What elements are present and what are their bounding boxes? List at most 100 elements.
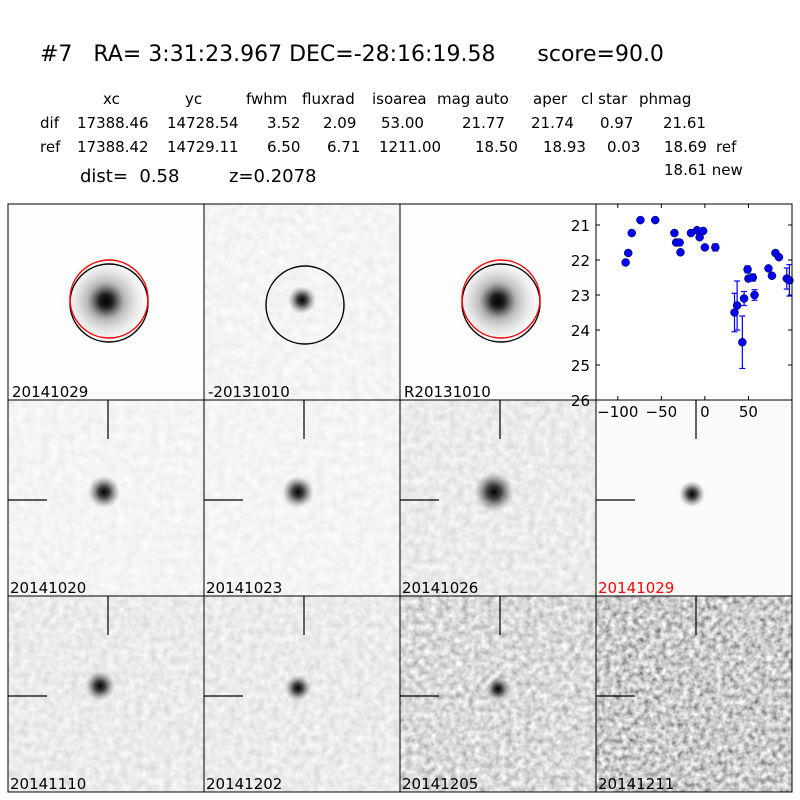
panel-date-label: 20141211 [598,775,674,793]
col-phmag: phmag [639,90,692,108]
cutout-panel: 20141205 [399,595,597,793]
cell: 2.09 [323,114,357,132]
col-fluxrad: fluxrad [302,90,355,108]
y-tick-label: 25 [571,357,590,375]
source-blob [474,472,514,512]
aperture-circle [461,259,541,339]
source-blob [452,255,544,347]
cell: 53.00 [381,114,424,132]
candidate-title: #7 RA= 3:31:23.967 DEC=-28:16:19.58 scor… [40,42,664,67]
data-point [739,294,749,303]
data-point [785,276,794,285]
data-point [698,226,708,236]
light-curve-plot: 21 22 23 24 25 26 −100 −50 0 50 [571,203,794,421]
source-blob [60,255,152,347]
cell: 1211.00 [379,138,442,156]
row-label: dif [40,114,59,132]
cutout-panel: -20131010 [203,203,401,401]
col-isoarea: isoarea [372,90,427,108]
cell: 17388.42 [77,138,149,156]
data-point [700,243,710,252]
data-point [676,248,685,257]
cell: 3.52 [267,114,301,132]
distance-value: dist= 0.58 [80,166,180,187]
cell: 14729.11 [167,138,239,156]
cell: 0.97 [600,114,634,132]
data-point [764,264,773,273]
data-point [732,301,742,310]
source-blob [85,671,115,701]
panel-date-label: 20141029 [598,579,674,597]
source-blob [288,286,316,314]
panel-date-label: 20141023 [206,579,282,597]
data-point [627,228,636,238]
col-aper: aper [533,90,568,108]
plot-background [596,204,792,400]
data-point [767,271,777,280]
aperture-circle [265,265,345,345]
data-point [711,243,720,252]
cutout-panel: R20131010 [399,203,597,401]
cell: 21.74 [531,114,574,132]
panel-date-label: 20141110 [10,775,86,793]
source-blob [282,476,314,508]
y-tick-label: 21 [571,217,590,235]
y-tick-label: 23 [571,287,590,305]
data-point [743,265,752,274]
x-tick-label: 0 [700,403,710,421]
cell: ref [716,138,737,156]
data-point [621,258,630,267]
cutout-panel: 20141110 [7,595,205,793]
panel-date-label: 20141202 [206,775,282,793]
cell: 6.71 [327,138,361,156]
data-point [670,228,679,238]
panel-date-label: 20141026 [402,579,478,597]
cell: 21.77 [462,114,505,132]
cell: 17388.46 [77,114,149,132]
cutout-panel: 20141029 [7,203,205,401]
cutout-image [596,596,792,792]
cutout-panel: 20141029 [595,399,793,597]
data-point [650,215,660,225]
cell: 18.50 [475,138,518,156]
data-point [675,238,684,247]
col-xc: xc [103,90,120,108]
col-mag-auto: mag auto [437,90,509,108]
col-cl-star: cl star [581,90,628,108]
data-point [750,290,759,300]
cell: 0.03 [607,138,641,156]
source-blob [486,677,510,701]
data-point [623,248,633,258]
col-yc: yc [185,90,203,108]
y-tick-label: 24 [571,322,590,340]
cell: 14728.54 [167,114,239,132]
panel-date-label: 20141029 [12,383,88,401]
plot-frame [595,203,793,401]
cutout-panel: 20141020 [7,399,205,597]
cutout-panel: 20141211 [595,595,793,793]
y-tick-label: 26 [571,392,590,410]
aperture-circle [69,259,149,339]
source-blob [679,481,705,507]
data-point [636,215,645,225]
panel-frame [595,595,793,793]
cell: 6.50 [267,138,301,156]
data-point [748,273,758,282]
cutout-panel: 20141023 [203,399,401,597]
cell: 21.61 [663,114,706,132]
source-blob [88,476,120,508]
cell: 18.93 [543,138,586,156]
y-tick-label: 22 [571,252,590,270]
cutout-panel: 20141202 [203,595,401,793]
cell: 18.61 new [664,161,743,179]
panel-date-label: R20131010 [404,383,491,401]
cell: 18.69 [664,138,707,156]
data-point [774,252,784,262]
data-point [738,338,747,347]
panel-date-label: 20141020 [10,579,86,597]
cutout-panel: 20141026 [399,399,597,597]
col-fwhm: fwhm [246,90,288,108]
panel-date-label: -20131010 [208,383,290,401]
redshift-value: z=0.2078 [229,166,317,187]
